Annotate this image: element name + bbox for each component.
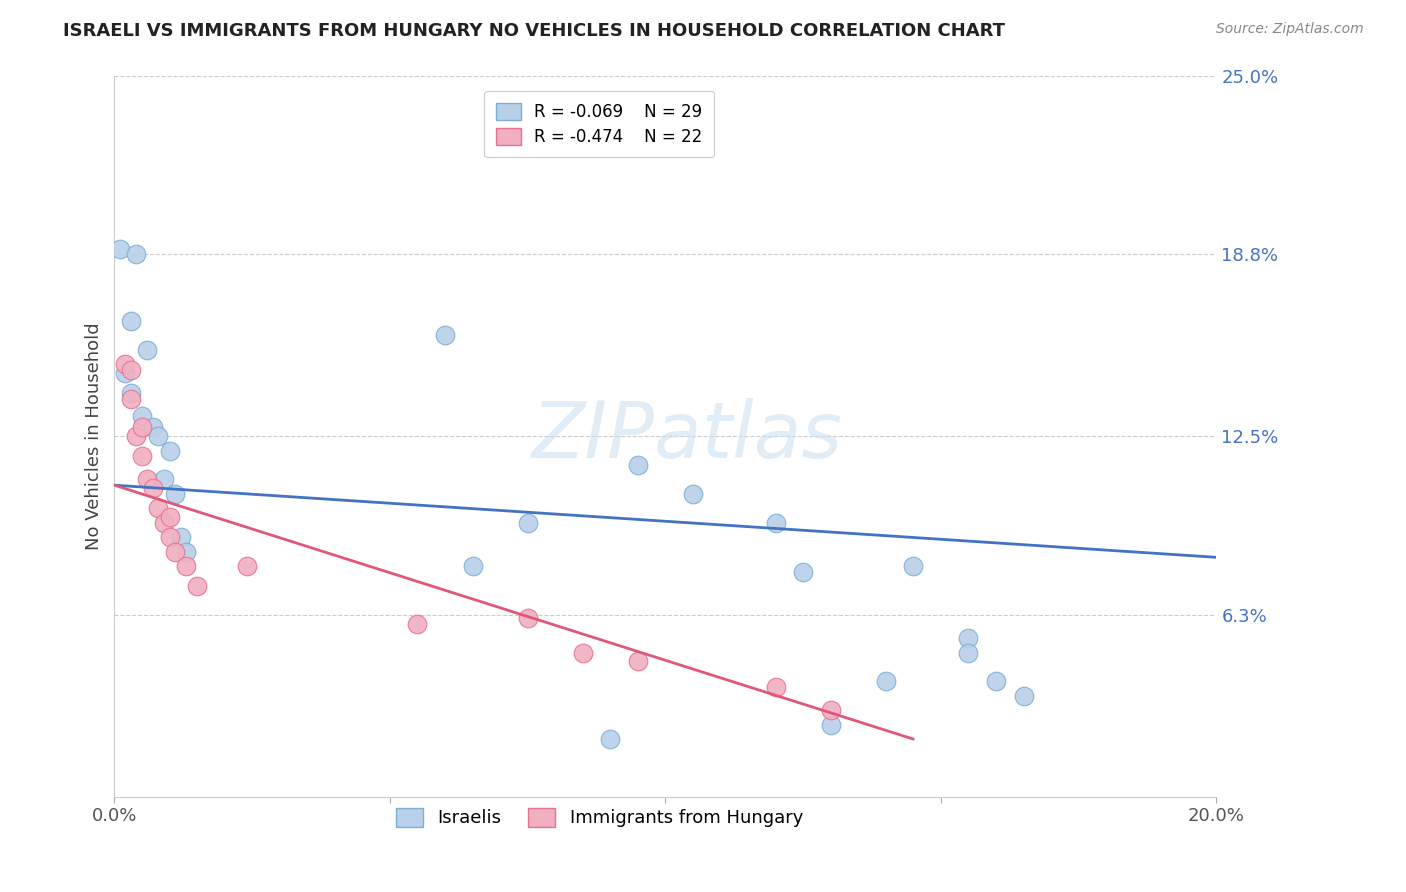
Point [174,544,197,558]
Point [984,674,1007,689]
Point [120,363,142,377]
Point [131,420,153,434]
Point [114,357,136,371]
Point [159,443,181,458]
Point [461,559,484,574]
Point [125,429,148,443]
Point [599,732,621,747]
Point [765,516,787,530]
Point [136,472,159,486]
Legend: Israelis, Immigrants from Hungary: Israelis, Immigrants from Hungary [388,801,810,835]
Point [131,409,153,423]
Point [142,420,165,434]
Point [627,654,650,668]
Point [148,429,170,443]
Point [159,530,181,544]
Text: ZIPatlas: ZIPatlas [531,398,842,475]
Point [571,646,593,660]
Point [957,646,980,660]
Point [153,516,176,530]
Point [792,565,814,579]
Text: ISRAELI VS IMMIGRANTS FROM HUNGARY NO VEHICLES IN HOUSEHOLD CORRELATION CHART: ISRAELI VS IMMIGRANTS FROM HUNGARY NO VE… [63,22,1005,40]
Point [120,385,142,400]
Point [142,481,165,495]
Point [957,631,980,645]
Point [131,450,153,464]
Point [163,544,186,558]
Text: Source: ZipAtlas.com: Source: ZipAtlas.com [1216,22,1364,37]
Point [765,680,787,694]
Point [136,343,159,357]
Point [903,559,925,574]
Point [516,516,538,530]
Point [627,458,650,472]
Point [148,501,170,516]
Point [120,392,142,406]
Point [169,530,191,544]
Point [820,717,842,731]
Point [820,703,842,717]
Point [1012,689,1035,703]
Point [125,247,148,261]
Point [406,616,429,631]
Point [186,579,208,593]
Point [174,559,197,574]
Point [434,328,457,343]
Point [682,487,704,501]
Y-axis label: No Vehicles in Household: No Vehicles in Household [86,322,103,550]
Point [114,366,136,380]
Point [875,674,897,689]
Point [235,559,257,574]
Point [120,314,142,328]
Point [163,487,186,501]
Point [516,611,538,625]
Point [159,510,181,524]
Point [153,472,176,486]
Point [108,242,131,256]
